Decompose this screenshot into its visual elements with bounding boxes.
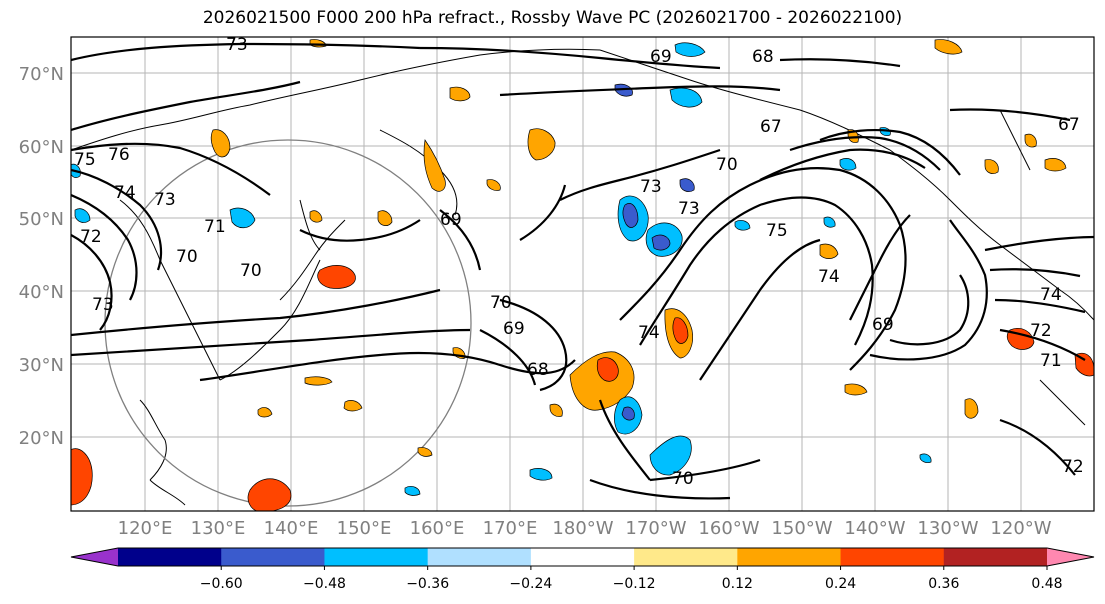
map-frame bbox=[70, 36, 1095, 512]
contour-label: 69 bbox=[872, 315, 894, 335]
contour-label: 69 bbox=[440, 210, 462, 230]
lon-label: 170°E bbox=[483, 518, 538, 539]
lon-label: 160°W bbox=[698, 518, 759, 539]
contour-label: 73 bbox=[678, 199, 700, 219]
colorbar-extend-min bbox=[71, 548, 118, 566]
lon-label: 170°W bbox=[625, 518, 686, 539]
lon-label: 140°E bbox=[264, 518, 319, 539]
colorbar-segment bbox=[943, 548, 1048, 566]
lon-label: 120°W bbox=[990, 518, 1051, 539]
colorbar-segment bbox=[221, 548, 325, 566]
contour-label: 70 bbox=[176, 247, 198, 267]
contour-label: 70 bbox=[716, 155, 738, 175]
contour-label: 74 bbox=[638, 323, 660, 343]
colorbar-segment bbox=[118, 548, 222, 566]
colorbar-tick-label: 0.24 bbox=[825, 576, 856, 592]
lon-label: 150°W bbox=[771, 518, 832, 539]
contour-label: 70 bbox=[490, 293, 512, 313]
lon-label: 160°E bbox=[410, 518, 465, 539]
colorbar-outline bbox=[70, 547, 1095, 567]
lon-label: 120°E bbox=[118, 518, 173, 539]
colorbar-segment bbox=[634, 548, 738, 566]
contour-label: 71 bbox=[1040, 351, 1062, 371]
contour-label: 73 bbox=[92, 295, 114, 315]
colorbar-tick-label: 0.12 bbox=[722, 576, 753, 592]
contour-label: 73 bbox=[154, 190, 176, 210]
contour-label: 69 bbox=[503, 319, 525, 339]
contour-label-group: 73 69 68 67 75 76 74 73 72 70 71 70 73 6… bbox=[74, 35, 1084, 489]
lat-label: 60°N bbox=[19, 137, 64, 158]
contour-label: 69 bbox=[650, 47, 672, 67]
contour-label: 74 bbox=[818, 267, 840, 287]
colorbar-tick-label: −0.60 bbox=[200, 576, 243, 592]
contour-label: 74 bbox=[1040, 285, 1062, 305]
positive-anomalies bbox=[71, 39, 1094, 511]
colorbar-tick-label: −0.36 bbox=[406, 576, 449, 592]
lon-label: 130°W bbox=[917, 518, 978, 539]
contour-label: 70 bbox=[672, 469, 694, 489]
contour-label: 68 bbox=[752, 47, 774, 67]
colorbar-segment bbox=[737, 548, 842, 566]
colorbar-tick-label: 0.36 bbox=[928, 576, 959, 592]
colorbar-segment bbox=[840, 548, 945, 566]
longitude-labels: 120°E 130°E 140°E 150°E 160°E 170°E 180°… bbox=[118, 518, 1052, 539]
contour-label: 71 bbox=[204, 217, 226, 237]
lat-label: 40°N bbox=[19, 282, 64, 303]
lat-label: 50°N bbox=[19, 209, 64, 230]
coastlines bbox=[71, 48, 1094, 506]
contour-label: 73 bbox=[226, 35, 248, 55]
contour-label: 72 bbox=[80, 227, 102, 247]
contour-label: 75 bbox=[766, 221, 788, 241]
lon-label: 130°E bbox=[191, 518, 246, 539]
colorbar-segment bbox=[324, 548, 429, 566]
map-title: 2026021500 F000 200 hPa refract., Rossby… bbox=[202, 8, 903, 28]
contour-label: 70 bbox=[240, 261, 262, 281]
colorbar-segment bbox=[427, 548, 532, 566]
latitude-labels: 70°N 60°N 50°N 40°N 30°N 20°N bbox=[19, 64, 64, 449]
contour-label: 75 bbox=[74, 150, 96, 170]
contour-label: 74 bbox=[114, 183, 136, 203]
negative-anomalies bbox=[71, 42, 932, 496]
contour-label: 73 bbox=[640, 177, 662, 197]
gridlines bbox=[71, 37, 1094, 511]
lon-label: 150°E bbox=[337, 518, 392, 539]
colorbar bbox=[70, 547, 1095, 567]
contour-label: 72 bbox=[1062, 457, 1084, 477]
colorbar-segment bbox=[530, 548, 635, 566]
contour-label: 76 bbox=[108, 145, 130, 165]
colorbar-tick-label: 0.48 bbox=[1031, 576, 1062, 592]
contour-label: 67 bbox=[760, 117, 782, 137]
colorbar-ticks: −0.60 −0.48 −0.36 −0.24 −0.12 0.12 0.24 0.36 0.4… bbox=[200, 566, 1063, 592]
colorbar-extend-max bbox=[1047, 548, 1094, 566]
colorbar-tick-label: −0.48 bbox=[303, 576, 346, 592]
lon-label: 180°W bbox=[552, 518, 613, 539]
lon-label: 140°W bbox=[844, 518, 905, 539]
lat-label: 70°N bbox=[19, 64, 64, 85]
colorbar-tick-label: −0.24 bbox=[509, 576, 552, 592]
map-layers: 73 69 68 67 75 76 74 73 72 70 71 70 73 6… bbox=[71, 35, 1094, 511]
lat-label: 30°N bbox=[19, 355, 64, 376]
contour-label: 72 bbox=[1030, 321, 1052, 341]
contour-lines bbox=[71, 42, 1094, 500]
contour-label: 68 bbox=[527, 360, 549, 380]
colorbar-tick-label: −0.12 bbox=[613, 576, 656, 592]
lat-label: 20°N bbox=[19, 428, 64, 449]
contour-label: 67 bbox=[1058, 115, 1080, 135]
